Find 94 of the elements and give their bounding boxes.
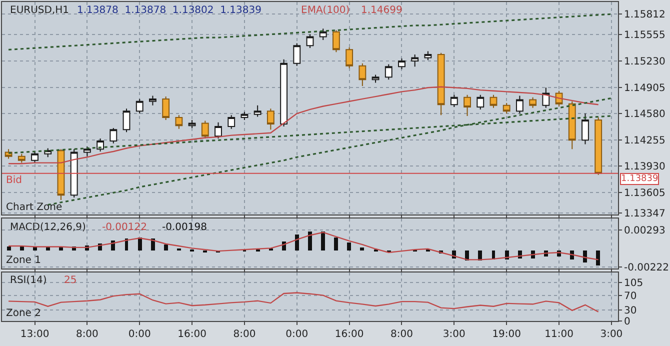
- candlestick: [529, 96, 537, 108]
- candlestick: [450, 94, 458, 108]
- y-tick-label: 30: [624, 306, 637, 317]
- candlestick: [398, 58, 406, 70]
- annotation: Chart Zone: [6, 202, 62, 213]
- x-tick-label: 19:00: [492, 329, 522, 340]
- chart-title: EURUSD,H1: [10, 5, 70, 16]
- x-tick-label: 16:00: [178, 329, 206, 340]
- bar: [347, 242, 351, 251]
- line-series: [8, 13, 612, 50]
- candlestick: [228, 114, 236, 130]
- y-tick-label: 1.13347: [624, 208, 666, 220]
- candlestick: [70, 148, 78, 198]
- candlestick: [149, 95, 156, 106]
- candlestick: [83, 146, 91, 157]
- text: 1.13839: [621, 174, 658, 184]
- y-tick-label: 1.14255: [624, 135, 666, 146]
- candlestick: [266, 108, 274, 130]
- y-tick-label: 1.14580: [624, 109, 666, 120]
- chart-title: MACD(12,26,9): [10, 222, 86, 233]
- chart-title: RSI(14): [10, 275, 47, 286]
- candlestick: [136, 98, 144, 114]
- chart-subtitle: 1.13878 1.13878 1.13802 1.13839: [77, 5, 262, 16]
- candlestick: [490, 94, 498, 108]
- candlestick: [306, 34, 314, 49]
- annotation: -0.00198: [162, 222, 207, 233]
- candlestick: [122, 108, 130, 133]
- annotation: 25: [64, 275, 77, 286]
- annotation: 1.14699: [361, 5, 402, 16]
- candlestick: [162, 96, 170, 120]
- candlestick: [582, 113, 589, 145]
- bar: [321, 232, 325, 251]
- candlestick: [358, 62, 366, 87]
- bar: [308, 232, 312, 251]
- candlestick: [372, 74, 380, 84]
- candlestick: [280, 58, 288, 127]
- candlestick: [346, 46, 354, 69]
- candlestick: [254, 104, 262, 118]
- annotation: -0.00122: [102, 222, 147, 233]
- bar: [596, 250, 600, 266]
- y-tick-label: 0.00293: [624, 225, 666, 236]
- x-tick-label: 8:00: [233, 329, 256, 340]
- bar: [360, 248, 364, 251]
- candlestick: [384, 64, 392, 80]
- bar: [295, 234, 299, 251]
- y-tick-label: 1.15230: [624, 56, 666, 68]
- line-series: [8, 86, 599, 164]
- candlestick: [96, 138, 104, 152]
- candlestick: [568, 100, 576, 150]
- candlestick: [424, 50, 432, 61]
- x-tick-label: 8:00: [76, 329, 98, 340]
- x-tick-label: 13:00: [20, 329, 50, 340]
- candlestick: [201, 120, 209, 140]
- text: EMA(100): [301, 5, 350, 16]
- x-tick-label: 3:00: [442, 329, 466, 340]
- y-tick-label: 1.13930: [624, 162, 666, 173]
- candlestick: [18, 153, 26, 164]
- x-tick-label: 0:00: [286, 329, 308, 340]
- candlestick: [293, 42, 301, 66]
- bar: [334, 238, 338, 251]
- y-tick-label: 105: [624, 278, 644, 289]
- y-tick-label: 1.13605: [624, 188, 666, 199]
- y-tick-label: 0: [624, 316, 630, 328]
- bar: [164, 244, 168, 251]
- y-tick-label: 1.15812: [624, 9, 666, 20]
- candlestick: [516, 95, 524, 114]
- annotation: Zone 2: [6, 308, 41, 319]
- candlestick: [502, 102, 510, 114]
- candlestick: [319, 28, 327, 40]
- y-tick-label: 70: [624, 290, 637, 302]
- candlestick: [411, 54, 419, 68]
- candlestick: [214, 122, 222, 140]
- x-tick-label: 0:00: [128, 329, 151, 340]
- candlestick: [110, 128, 118, 144]
- candlestick: [476, 94, 484, 110]
- bar: [20, 246, 24, 251]
- ref-line-label: Bid: [6, 175, 22, 186]
- candlestick: [188, 119, 196, 129]
- candlestick: [175, 114, 183, 130]
- bar: [7, 246, 11, 251]
- candlestick: [594, 117, 602, 176]
- bar: [125, 238, 128, 251]
- x-tick-label: 16:00: [334, 329, 364, 340]
- annotation: Zone 1: [6, 255, 41, 266]
- candlestick: [332, 30, 340, 53]
- x-tick-label: 8:00: [390, 329, 413, 340]
- x-tick-label: 11:00: [544, 329, 574, 340]
- y-tick-label: 1.14905: [624, 82, 666, 94]
- y-tick-label: 1.15555: [624, 30, 666, 42]
- candlestick: [437, 52, 445, 116]
- x-tick-label: 3:00: [600, 329, 623, 340]
- candlestick: [464, 94, 471, 116]
- candlestick: [31, 150, 38, 164]
- y-tick-label: -0.00222: [624, 262, 669, 274]
